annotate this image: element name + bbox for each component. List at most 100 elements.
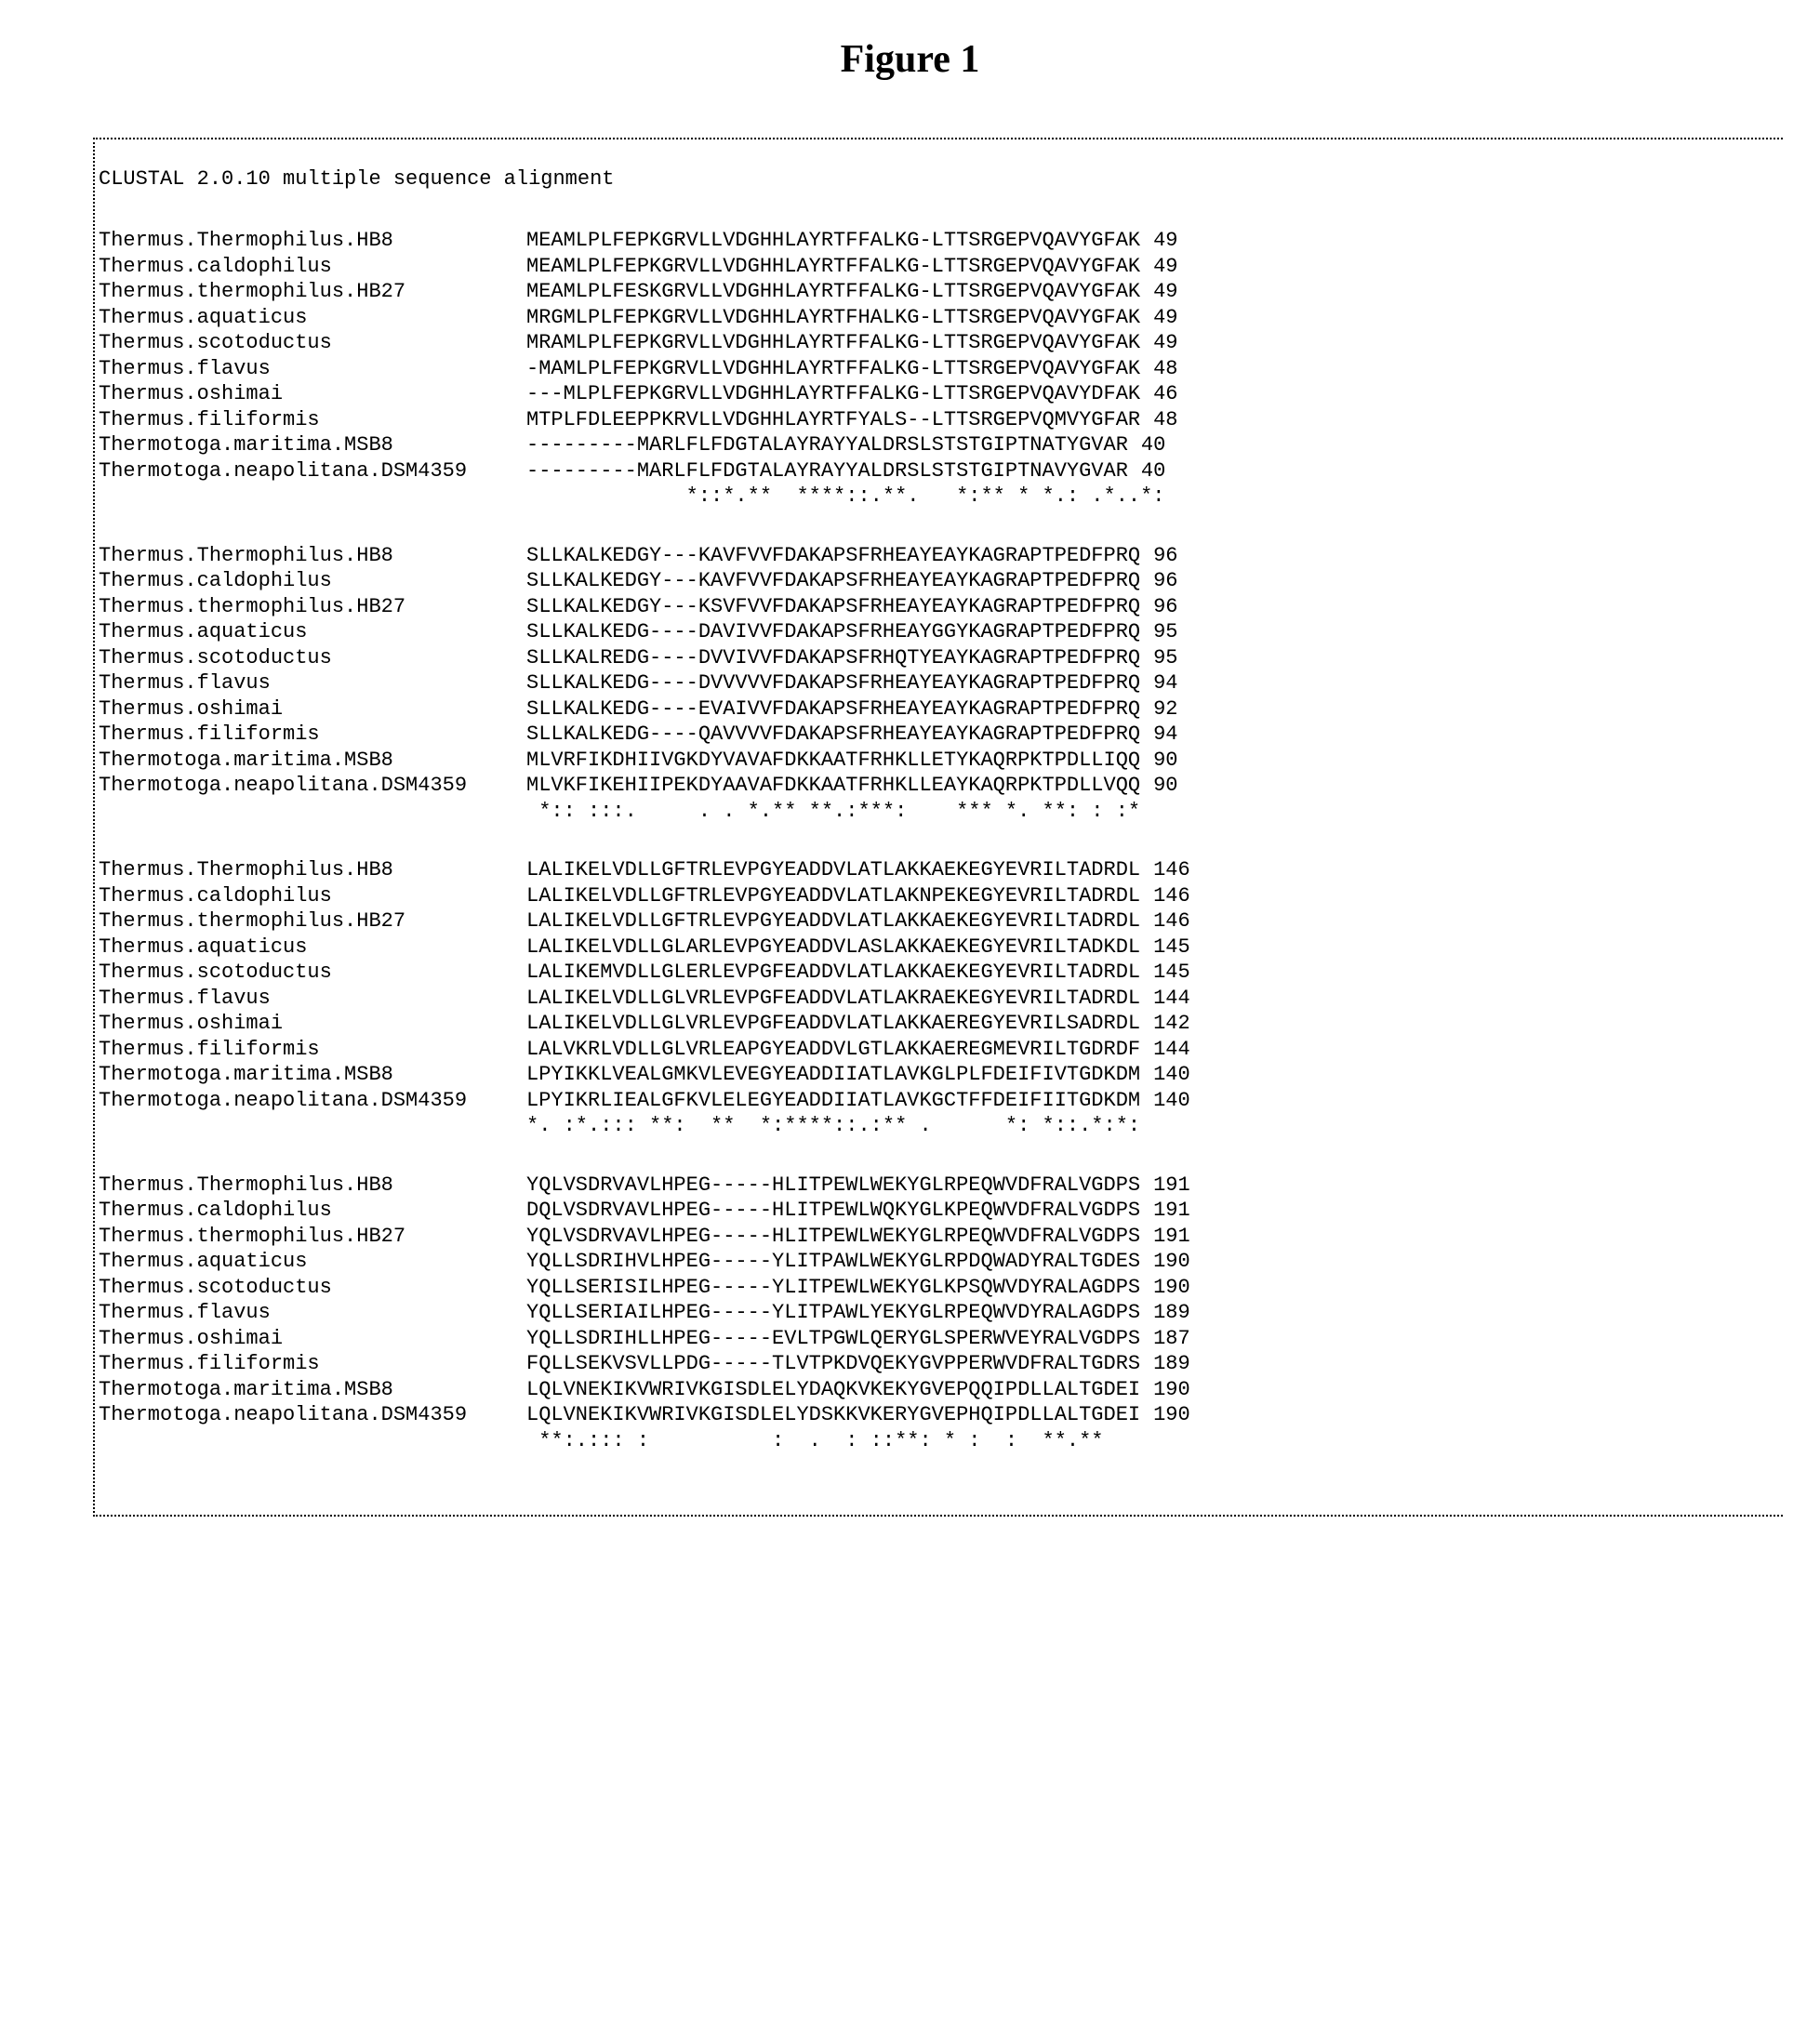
sequence: -MAMLPLFEPKGRVLLVDGHHLAYRTFFALKG-LTTSRGE… <box>526 356 1140 382</box>
sequence: LALVKRLVDLLGLVRLEAPGYEADDVLGTLAKKAEREGME… <box>526 1037 1140 1063</box>
sequence: LALIKELVDLLGFTRLEVPGYEADDVLATLAKKAEKEGYE… <box>526 908 1140 934</box>
sequence: ---MLPLFEPKGRVLLVDGHHLAYRTFFALKG-LTTSRGE… <box>526 381 1140 407</box>
alignment-block: Thermus.Thermophilus.HB8 YQLVSDRVAVLHPEG… <box>99 1173 1764 1454</box>
sequence: SLLKALKEDG----EVAIVVFDAKAPSFRHEAYEAYKAGR… <box>526 696 1140 722</box>
alignment-row: Thermus.scotoductus LALIKEMVDLLGLERLEVPG… <box>99 960 1764 986</box>
sequence: YQLLSDRIHLLHPEG-----EVLTPGWLQERYGLSPERWV… <box>526 1326 1140 1352</box>
alignment-row: Thermus.flavus -MAMLPLFEPKGRVLLVDGHHLAYR… <box>99 356 1764 382</box>
organism-name: Thermotoga.maritima.MSB8 <box>99 432 526 458</box>
alignment-row: Thermus.oshimai LALIKELVDLLGLVRLEVPGFEAD… <box>99 1011 1764 1037</box>
consensus-row: *. :*.::: **: ** *:****::.:** . *: *::.*… <box>99 1113 1764 1139</box>
alignment-row: Thermus.aquaticus LALIKELVDLLGLARLEVPGYE… <box>99 934 1764 961</box>
position: 140 <box>1140 1062 1190 1088</box>
sequence: YQLLSERISILHPEG-----YLITPEWLWEKYGLKPSQWV… <box>526 1275 1140 1301</box>
consensus-line: *::*.** ****::.**. *:** * *.: .*..*: <box>526 484 1165 510</box>
consensus-line: **:.::: : : . : ::**: * : : **.** <box>526 1428 1128 1454</box>
organism-name: Thermus.filiformis <box>99 407 526 433</box>
organism-name: Thermus.thermophilus.HB27 <box>99 279 526 305</box>
sequence: LQLVNEKIKVWRIVKGISDLELYDAQKVKEKYGVEPQQIP… <box>526 1377 1140 1403</box>
alignment-row: Thermus.Thermophilus.HB8 LALIKELVDLLGFTR… <box>99 857 1764 883</box>
alignment-row: Thermus.caldophilus DQLVSDRVAVLHPEG-----… <box>99 1198 1764 1224</box>
organism-name: Thermus.Thermophilus.HB8 <box>99 228 526 254</box>
alignment-row: Thermus.scotoductus YQLLSERISILHPEG-----… <box>99 1275 1764 1301</box>
sequence: SLLKALKEDG----DVVVVVFDAKAPSFRHEAYEAYKAGR… <box>526 670 1140 696</box>
position: 190 <box>1140 1402 1190 1428</box>
sequence: MLVKFIKEHIIPEKDYAAVAFDKKAATFRHKLLEAYKAQR… <box>526 773 1140 799</box>
position: 190 <box>1140 1275 1190 1301</box>
organism-name: Thermus.caldophilus <box>99 254 526 280</box>
organism-name: Thermus.oshimai <box>99 696 526 722</box>
position: 189 <box>1140 1351 1190 1377</box>
position: 49 <box>1140 305 1177 331</box>
alignment-row: Thermus.Thermophilus.HB8 MEAMLPLFEPKGRVL… <box>99 228 1764 254</box>
position: 191 <box>1140 1198 1190 1224</box>
alignment-block: Thermus.Thermophilus.HB8 MEAMLPLFEPKGRVL… <box>99 228 1764 510</box>
position: 94 <box>1140 670 1177 696</box>
alignment-row: Thermus.flavus LALIKELVDLLGLVRLEVPGFEADD… <box>99 986 1764 1012</box>
consensus-row: **:.::: : : . : ::**: * : : **.** <box>99 1428 1764 1454</box>
organism-name: Thermus.flavus <box>99 670 526 696</box>
position: 189 <box>1140 1300 1190 1326</box>
sequence: YQLLSDRIHVLHPEG-----YLITPAWLWEKYGLRPDQWA… <box>526 1249 1140 1275</box>
organism-name: Thermus.flavus <box>99 356 526 382</box>
sequence: SLLKALKEDGY---KAVFVVFDAKAPSFRHEAYEAYKAGR… <box>526 543 1140 569</box>
organism-name: Thermus.caldophilus <box>99 883 526 909</box>
position: 142 <box>1140 1011 1190 1037</box>
position: 40 <box>1128 432 1165 458</box>
organism-name: Thermus.thermophilus.HB27 <box>99 1224 526 1250</box>
sequence: LALIKELVDLLGLVRLEVPGFEADDVLATLAKKAEREGYE… <box>526 1011 1140 1037</box>
sequence: LALIKEMVDLLGLERLEVPGFEADDVLATLAKKAEKEGYE… <box>526 960 1140 986</box>
sequence: LALIKELVDLLGFTRLEVPGYEADDVLATLAKKAEKEGYE… <box>526 857 1140 883</box>
consensus-name-spacer <box>99 1113 526 1139</box>
alignment-row: Thermus.thermophilus.HB27 LALIKELVDLLGFT… <box>99 908 1764 934</box>
sequence: MEAMLPLFESKGRVLLVDGHHLAYRTFFALKG-LTTSRGE… <box>526 279 1140 305</box>
organism-name: Thermus.filiformis <box>99 722 526 748</box>
organism-name: Thermus.flavus <box>99 986 526 1012</box>
position: 145 <box>1140 960 1190 986</box>
alignment-row: Thermus.thermophilus.HB27 YQLVSDRVAVLHPE… <box>99 1224 1764 1250</box>
organism-name: Thermus.scotoductus <box>99 1275 526 1301</box>
alignment-row: Thermus.filiformis SLLKALKEDG----QAVVVVF… <box>99 722 1764 748</box>
alignment-row: Thermotoga.maritima.MSB8 MLVRFIKDHIIVGKD… <box>99 748 1764 774</box>
position: 92 <box>1140 696 1177 722</box>
consensus-line: *:: :::. . . *.** **.:***: *** *. **: : … <box>526 799 1140 825</box>
sequence: YQLVSDRVAVLHPEG-----HLITPEWLWEKYGLRPEQWV… <box>526 1224 1140 1250</box>
position: 95 <box>1140 645 1177 671</box>
position: 49 <box>1140 279 1177 305</box>
organism-name: Thermus.filiformis <box>99 1037 526 1063</box>
position: 49 <box>1140 254 1177 280</box>
organism-name: Thermus.scotoductus <box>99 960 526 986</box>
organism-name: Thermus.caldophilus <box>99 1198 526 1224</box>
alignment-row: Thermus.filiformis LALVKRLVDLLGLVRLEAPGY… <box>99 1037 1764 1063</box>
alignment-row: Thermus.aquaticus YQLLSDRIHVLHPEG-----YL… <box>99 1249 1764 1275</box>
sequence: YQLLSERIAILHPEG-----YLITPAWLYEKYGLRPEQWV… <box>526 1300 1140 1326</box>
organism-name: Thermotoga.maritima.MSB8 <box>99 1377 526 1403</box>
organism-name: Thermus.caldophilus <box>99 568 526 594</box>
alignment-row: Thermus.caldophilus SLLKALKEDGY---KAVFVV… <box>99 568 1764 594</box>
alignment-row: Thermus.filiformis MTPLFDLEEPPKRVLLVDGHH… <box>99 407 1764 433</box>
organism-name: Thermus.Thermophilus.HB8 <box>99 857 526 883</box>
sequence: SLLKALREDG----DVVIVVFDAKAPSFRHQTYEAYKAGR… <box>526 645 1140 671</box>
sequence: MRAMLPLFEPKGRVLLVDGHHLAYRTFFALKG-LTTSRGE… <box>526 330 1140 356</box>
sequence: ---------MARLFLFDGTALAYRAYYALDRSLSTSTGIP… <box>526 432 1128 458</box>
position: 191 <box>1140 1173 1190 1199</box>
position: 187 <box>1140 1326 1190 1352</box>
alignment-row: Thermus.thermophilus.HB27 MEAMLPLFESKGRV… <box>99 279 1764 305</box>
organism-name: Thermotoga.neapolitana.DSM4359 <box>99 1402 526 1428</box>
position: 96 <box>1140 568 1177 594</box>
organism-name: Thermotoga.neapolitana.DSM4359 <box>99 1088 526 1114</box>
sequence: DQLVSDRVAVLHPEG-----HLITPEWLWQKYGLKPEQWV… <box>526 1198 1140 1224</box>
position: 96 <box>1140 543 1177 569</box>
position: 94 <box>1140 722 1177 748</box>
sequence: LQLVNEKIKVWRIVKGISDLELYDSKKVKERYGVEPHQIP… <box>526 1402 1140 1428</box>
clustal-header: CLUSTAL 2.0.10 multiple sequence alignme… <box>99 167 1764 191</box>
organism-name: Thermotoga.neapolitana.DSM4359 <box>99 458 526 484</box>
consensus-name-spacer <box>99 1428 526 1454</box>
organism-name: Thermus.filiformis <box>99 1351 526 1377</box>
position: 48 <box>1140 356 1177 382</box>
organism-name: Thermotoga.neapolitana.DSM4359 <box>99 773 526 799</box>
organism-name: Thermus.scotoductus <box>99 645 526 671</box>
alignment-row: Thermotoga.maritima.MSB8 ---------MARLFL… <box>99 432 1764 458</box>
position: 144 <box>1140 1037 1190 1063</box>
sequence: MEAMLPLFEPKGRVLLVDGHHLAYRTFFALKG-LTTSRGE… <box>526 228 1140 254</box>
